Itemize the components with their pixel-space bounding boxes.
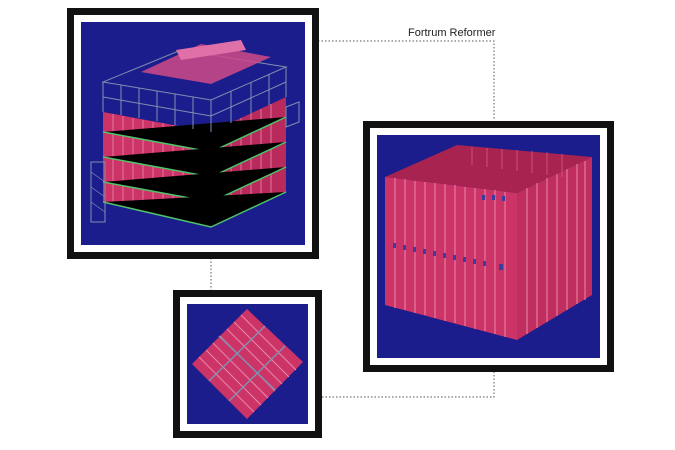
- diagram-title: Fortrum Reformer: [408, 27, 496, 39]
- floor-panel-view-frame: [173, 290, 322, 438]
- enclosure-model-render: [377, 135, 600, 358]
- connector-title-to-enclosure: [318, 40, 495, 120]
- enclosure-view-frame: [363, 121, 614, 372]
- floor-panel-render: [187, 304, 308, 424]
- structure-model-render: [81, 22, 305, 245]
- structure-view-frame: [67, 8, 319, 259]
- connector-floor-to-enclosure: [322, 372, 495, 398]
